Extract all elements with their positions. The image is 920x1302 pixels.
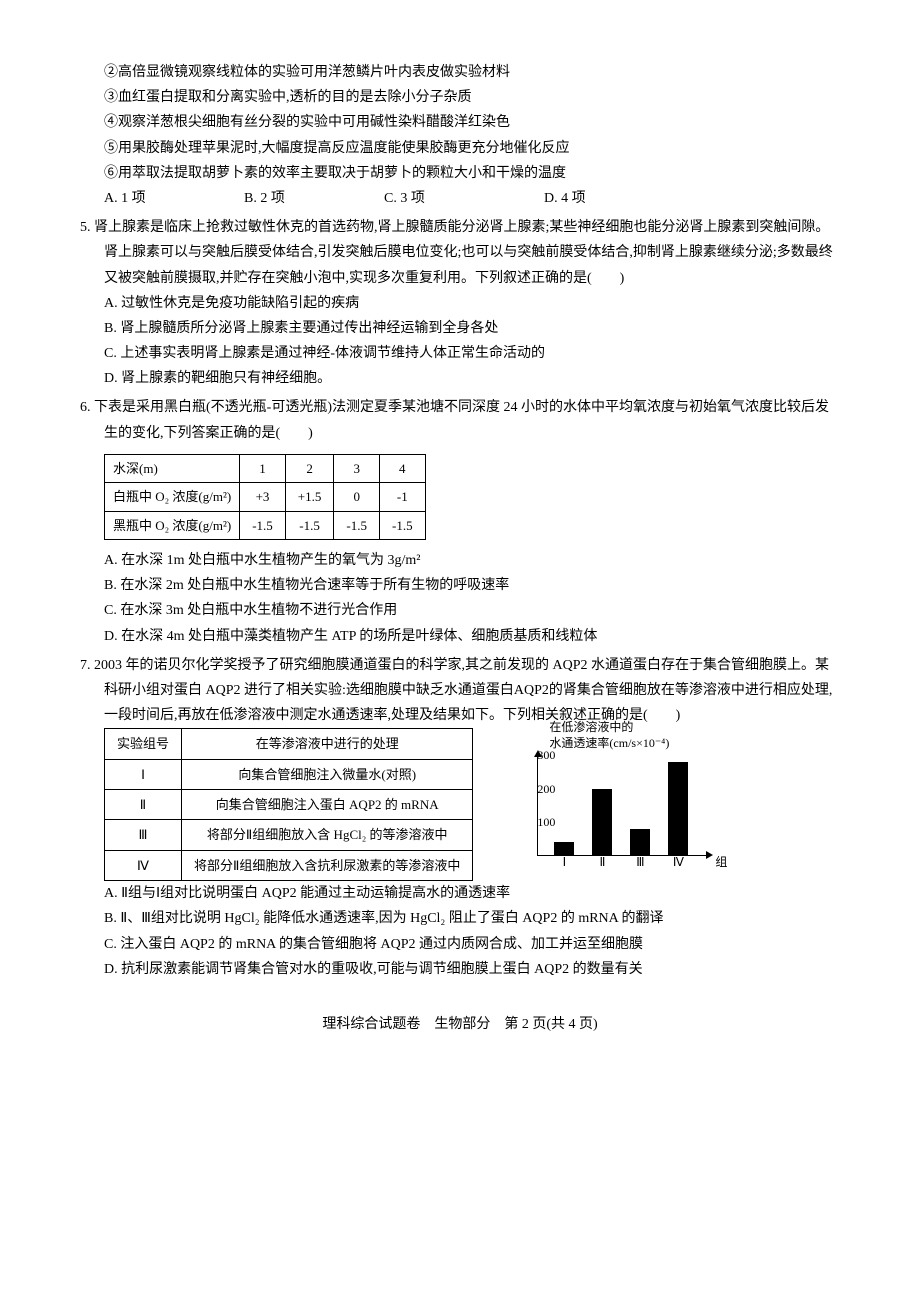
page-footer: 理科综合试题卷 生物部分 第 2 页(共 4 页): [80, 1012, 840, 1037]
q5-number: 5.: [80, 220, 91, 235]
q6-r1c1: -1.5: [240, 511, 286, 539]
option-b: B. 2 项: [244, 186, 384, 211]
stem-item-4: ④观察洋葱根尖细胞有丝分裂的实验中可用碱性染料醋酸洋红染色: [80, 110, 840, 135]
stem-item-5: ⑤用果胶酶处理苹果泥时,大幅度提高反应温度能使果胶酶更充分地催化反应: [80, 136, 840, 161]
table-row: Ⅱ 向集合管细胞注入蛋白 AQP2 的 mRNA: [105, 790, 473, 820]
q6-choice-a: A. 在水深 1m 处白瓶中水生植物产生的氧气为 3g/m²: [80, 548, 840, 573]
chart-xaxis-label: 组: [715, 852, 727, 874]
table-row: 白瓶中 O₂ 浓度(g/m²) +3 +1.5 0 -1: [105, 483, 426, 511]
q7-r3c1: 将部分Ⅱ组细胞放入含抗利尿激素的等渗溶液中: [182, 850, 473, 880]
q5-stem: 5. 肾上腺素是临床上抢救过敏性休克的首选药物,肾上腺髓质能分泌肾上腺素;某些神…: [80, 215, 840, 291]
q6-stem: 6. 下表是采用黑白瓶(不透光瓶-可透光瓶)法测定夏季某池塘不同深度 24 小时…: [80, 395, 840, 445]
stem-item-6: ⑥用萃取法提取胡萝卜素的效率主要取决于胡萝卜的颗粒大小和干燥的温度: [80, 161, 840, 186]
q6-th-2: 2: [285, 454, 334, 482]
chart-bar: [592, 789, 612, 856]
prelim-options: A. 1 项 B. 2 项 C. 3 项 D. 4 项: [80, 186, 840, 211]
q7-r1c0: Ⅱ: [105, 790, 182, 820]
table-row: Ⅳ 将部分Ⅱ组细胞放入含抗利尿激素的等渗溶液中: [105, 850, 473, 880]
q6-r1c0: 黑瓶中 O₂ 浓度(g/m²): [105, 511, 240, 539]
option-d: D. 4 项: [544, 186, 684, 211]
q7-choice-d: D. 抗利尿激素能调节肾集合管对水的重吸收,可能与调节细胞膜上蛋白 AQP2 的…: [80, 957, 840, 982]
q6-number: 6.: [80, 400, 91, 415]
question-7: 7. 2003 年的诺贝尔化学奖授予了研究细胞膜通道蛋白的科学家,其之前发现的 …: [80, 653, 840, 982]
q7-r2c1: 将部分Ⅱ组细胞放入含 HgCl₂ 的等渗溶液中: [182, 820, 473, 850]
q5-choice-a: A. 过敏性休克是免疫功能缺陷引起的疾病: [80, 291, 840, 316]
q7-th-1: 在等渗溶液中进行的处理: [182, 729, 473, 759]
stem-item-2: ②高倍显微镜观察线粒体的实验可用洋葱鳞片叶内表皮做实验材料: [80, 60, 840, 85]
option-a: A. 1 项: [104, 186, 244, 211]
q6-r1c3: -1.5: [334, 511, 380, 539]
q6-th-0: 水深(m): [105, 454, 240, 482]
q7-r0c0: Ⅰ: [105, 759, 182, 789]
q7-th-0: 实验组号: [105, 729, 182, 759]
chart-xlabel: Ⅲ: [636, 852, 644, 874]
q6-r0c3: 0: [334, 483, 380, 511]
table-row: Ⅰ 向集合管细胞注入微量水(对照): [105, 759, 473, 789]
q6-choice-b: B. 在水深 2m 处白瓶中水生植物光合速率等于所有生物的呼吸速率: [80, 573, 840, 598]
q7-text: 2003 年的诺贝尔化学奖授予了研究细胞膜通道蛋白的科学家,其之前发现的 AQP…: [94, 658, 832, 723]
q5-choice-b: B. 肾上腺髓质所分泌肾上腺素主要通过传出神经运输到全身各处: [80, 316, 840, 341]
chart-ytick: 200: [537, 779, 555, 801]
q6-text: 下表是采用黑白瓶(不透光瓶-可透光瓶)法测定夏季某池塘不同深度 24 小时的水体…: [94, 400, 829, 440]
chart-title-line1: 在低渗溶液中的: [549, 720, 633, 734]
q6-th-1: 1: [240, 454, 286, 482]
q7-choice-a: A. Ⅱ组与Ⅰ组对比说明蛋白 AQP2 能通过主动运输提高水的通透速率: [80, 881, 840, 906]
q7-table: 实验组号 在等渗溶液中进行的处理 Ⅰ 向集合管细胞注入微量水(对照) Ⅱ 向集合…: [104, 728, 473, 881]
q7-stem: 7. 2003 年的诺贝尔化学奖授予了研究细胞膜通道蛋白的科学家,其之前发现的 …: [80, 653, 840, 729]
chart-xlabel: Ⅰ: [563, 852, 567, 874]
q7-r3c0: Ⅳ: [105, 850, 182, 880]
q6-r0c1: +3: [240, 483, 286, 511]
table-row: 实验组号 在等渗溶液中进行的处理: [105, 729, 473, 759]
q6-r1c4: -1.5: [379, 511, 425, 539]
q6-r0c0: 白瓶中 O₂ 浓度(g/m²): [105, 483, 240, 511]
q7-choice-c: C. 注入蛋白 AQP2 的 mRNA 的集合管细胞将 AQP2 通过内质网合成…: [80, 932, 840, 957]
option-c: C. 3 项: [384, 186, 544, 211]
q6-choice-d: D. 在水深 4m 处白瓶中藻类植物产生 ATP 的场所是叶绿体、细胞质基质和线…: [80, 624, 840, 649]
q6-choice-c: C. 在水深 3m 处白瓶中水生植物不进行光合作用: [80, 598, 840, 623]
q6-th-3: 3: [334, 454, 380, 482]
q7-r1c1: 向集合管细胞注入蛋白 AQP2 的 mRNA: [182, 790, 473, 820]
table-row: Ⅲ 将部分Ⅱ组细胞放入含 HgCl₂ 的等渗溶液中: [105, 820, 473, 850]
chart-ytick: 100: [537, 812, 555, 834]
chart-xlabel: Ⅳ: [673, 852, 684, 874]
question-6: 6. 下表是采用黑白瓶(不透光瓶-可透光瓶)法测定夏季某池塘不同深度 24 小时…: [80, 395, 840, 648]
table-row: 水深(m) 1 2 3 4: [105, 454, 426, 482]
q7-choice-b: B. Ⅱ、Ⅲ组对比说明 HgCl₂ 能降低水通透速率,因为 HgCl₂ 阻止了蛋…: [80, 906, 840, 931]
q7-number: 7.: [80, 658, 91, 673]
table-row: 黑瓶中 O₂ 浓度(g/m²) -1.5 -1.5 -1.5 -1.5: [105, 511, 426, 539]
q6-table: 水深(m) 1 2 3 4 白瓶中 O₂ 浓度(g/m²) +3 +1.5 0 …: [104, 454, 426, 540]
question-5: 5. 肾上腺素是临床上抢救过敏性休克的首选药物,肾上腺髓质能分泌肾上腺素;某些神…: [80, 215, 840, 391]
q6-th-4: 4: [379, 454, 425, 482]
q6-r0c2: +1.5: [285, 483, 334, 511]
stem-item-3: ③血红蛋白提取和分离实验中,透析的目的是去除小分子杂质: [80, 85, 840, 110]
q7-r2c0: Ⅲ: [105, 820, 182, 850]
q7-chart: 在低渗溶液中的 水通透速率(cm/s×10⁻⁴) ⅠⅡⅢⅣ组 100200300: [489, 728, 729, 878]
q5-choice-d: D. 肾上腺素的靶细胞只有神经细胞。: [80, 366, 840, 391]
q5-choice-c: C. 上述事实表明肾上腺素是通过神经-体液调节维持人体正常生命活动的: [80, 341, 840, 366]
q6-r1c2: -1.5: [285, 511, 334, 539]
chart-bar: [668, 762, 688, 855]
chart-xlabel: Ⅱ: [599, 852, 605, 874]
chart-title-line2: 水通透速率(cm/s×10⁻⁴): [549, 736, 669, 750]
chart-ytick: 300: [537, 746, 555, 768]
q5-text: 肾上腺素是临床上抢救过敏性休克的首选药物,肾上腺髓质能分泌肾上腺素;某些神经细胞…: [94, 220, 833, 285]
chart-area: ⅠⅡⅢⅣ组: [537, 756, 707, 856]
q7-r0c1: 向集合管细胞注入微量水(对照): [182, 759, 473, 789]
q6-r0c4: -1: [379, 483, 425, 511]
x-axis-arrow-icon: [706, 851, 713, 859]
chart-title: 在低渗溶液中的 水通透速率(cm/s×10⁻⁴): [549, 720, 669, 751]
